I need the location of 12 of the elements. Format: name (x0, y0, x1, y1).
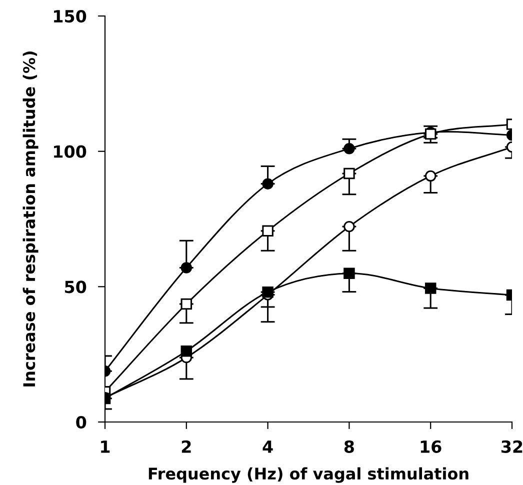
x-tick-label: 16 (420, 440, 442, 453)
y-axis-title: Increase of respiration amplitude (%) (22, 52, 38, 386)
x-tick-label: 1 (101, 440, 110, 453)
x-tick-label: 4 (262, 440, 273, 453)
y-tick-label: 150 (54, 10, 86, 23)
y-tick-label: 100 (54, 145, 86, 158)
x-tick-label: 8 (344, 440, 354, 453)
x-tick-label: 32 (502, 440, 522, 453)
x-axis-title: Frequency (Hz) of vagal stimulation (148, 467, 468, 483)
y-tick-label: 50 (65, 280, 86, 294)
x-tick-label: 2 (182, 440, 191, 453)
y-tick-label: 0 (76, 416, 86, 429)
